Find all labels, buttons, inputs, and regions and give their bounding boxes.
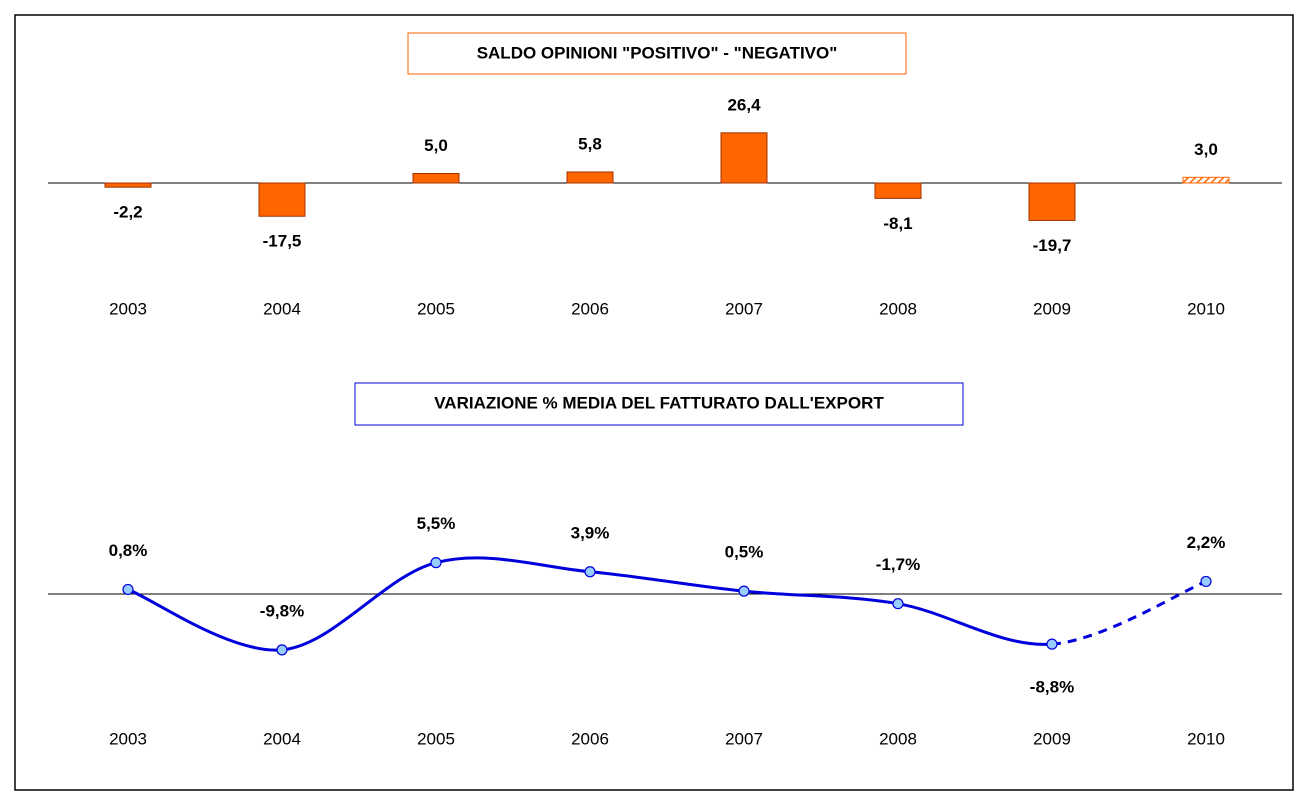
point	[892, 598, 904, 610]
point	[122, 583, 134, 596]
data-label: 3,0	[1194, 140, 1218, 159]
data-label: 5,8	[578, 134, 602, 153]
data-label: -8,1	[883, 214, 912, 233]
x-tick-label: 2010	[1187, 729, 1225, 748]
point	[1200, 575, 1212, 588]
point	[430, 557, 442, 569]
bar	[874, 182, 922, 199]
x-tick-label: 2003	[109, 299, 147, 318]
point	[276, 644, 288, 656]
x-tick-label: 2010	[1187, 299, 1225, 318]
bar	[566, 171, 614, 184]
point	[1046, 638, 1058, 650]
title-box	[354, 382, 964, 426]
point	[584, 566, 596, 578]
x-tick-label: 2007	[725, 729, 763, 748]
bar	[1028, 182, 1076, 221]
bar	[1182, 176, 1230, 184]
data-label: 0,8%	[109, 541, 148, 560]
data-label: -2,2	[113, 203, 142, 222]
data-label: -9,8%	[260, 601, 304, 620]
x-tick-label: 2005	[417, 729, 455, 748]
data-label: -19,7	[1033, 236, 1072, 255]
title-box	[407, 32, 907, 75]
chart-title: VARIAZIONE % MEDIA DEL FATTURATO DALL'EX…	[434, 393, 884, 412]
x-tick-label: 2009	[1033, 299, 1071, 318]
data-label: 5,5%	[417, 514, 456, 533]
data-label: 0,5%	[725, 543, 764, 562]
x-tick-label: 2007	[725, 299, 763, 318]
x-tick-label: 2006	[571, 729, 609, 748]
x-tick-label: 2008	[879, 729, 917, 748]
x-tick-label: 2003	[109, 729, 147, 748]
bar	[104, 182, 152, 188]
data-label: 2,2%	[1187, 533, 1226, 552]
x-tick-label: 2004	[263, 299, 301, 318]
data-label: -17,5	[263, 232, 302, 251]
data-label: 3,9%	[571, 523, 610, 542]
data-label: 26,4	[727, 95, 761, 114]
point	[738, 585, 750, 597]
frame	[14, 14, 1294, 791]
line-forecast	[1051, 580, 1207, 646]
x-tick-label: 2005	[417, 299, 455, 318]
bar	[720, 132, 768, 184]
x-tick-label: 2008	[879, 299, 917, 318]
bar	[412, 173, 460, 184]
bar	[258, 182, 306, 217]
x-tick-label: 2009	[1033, 729, 1071, 748]
data-label: 5,0	[424, 136, 448, 155]
x-tick-label: 2006	[571, 299, 609, 318]
data-label: -8,8%	[1030, 678, 1074, 697]
x-tick-label: 2004	[263, 729, 301, 748]
data-label: -1,7%	[876, 555, 920, 574]
chart-title: SALDO OPINIONI "POSITIVO" - "NEGATIVO"	[477, 43, 838, 62]
